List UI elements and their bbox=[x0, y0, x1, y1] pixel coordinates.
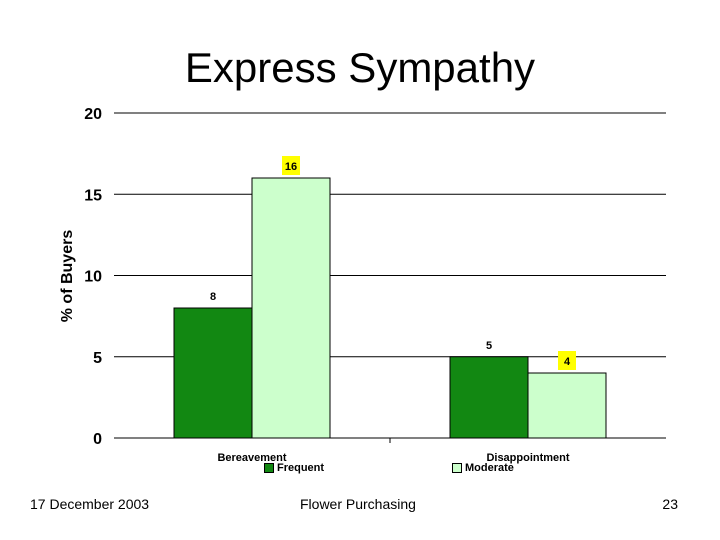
x-category-label-bereavement: Bereavement bbox=[217, 452, 286, 464]
footer-page-number: 23 bbox=[662, 496, 678, 512]
data-label-bg-moderate-bereavement bbox=[282, 156, 300, 175]
legend-swatch-moderate bbox=[452, 463, 462, 473]
legend-item-moderate: Moderate bbox=[452, 462, 514, 474]
y-tick-label-20: 20 bbox=[84, 106, 102, 123]
data-label-bg-moderate-disappointment bbox=[558, 351, 576, 370]
data-label-frequent-bereavement: 8 bbox=[210, 291, 216, 303]
bar-frequent-bereavement bbox=[173, 307, 253, 439]
legend-item-frequent: Frequent bbox=[264, 462, 324, 474]
data-label-frequent-disappointment: 5 bbox=[486, 340, 492, 352]
legend-label-moderate: Moderate bbox=[465, 462, 514, 474]
footer-center: Flower Purchasing bbox=[300, 496, 416, 512]
data-label-moderate-bereavement: 16 bbox=[285, 161, 297, 173]
x-category-label-disappointment: Disappointment bbox=[486, 452, 569, 464]
slide-title: Express Sympathy bbox=[184, 44, 536, 91]
legend-label-frequent: Frequent bbox=[277, 462, 325, 474]
y-tick-label-10: 10 bbox=[84, 269, 102, 286]
y-tick-label-15: 15 bbox=[84, 187, 102, 204]
data-label-moderate-disappointment: 4 bbox=[564, 356, 571, 368]
bar-frequent-disappointment bbox=[449, 356, 529, 439]
bar-moderate-disappointment bbox=[527, 372, 607, 439]
y-tick-label-5: 5 bbox=[93, 350, 102, 367]
footer-date: 17 December 2003 bbox=[30, 496, 150, 512]
bar-moderate-bereavement bbox=[251, 177, 331, 439]
y-tick-label-0: 0 bbox=[93, 431, 102, 448]
legend-swatch-frequent bbox=[264, 463, 274, 473]
y-axis-label: % of Buyers bbox=[59, 230, 76, 323]
